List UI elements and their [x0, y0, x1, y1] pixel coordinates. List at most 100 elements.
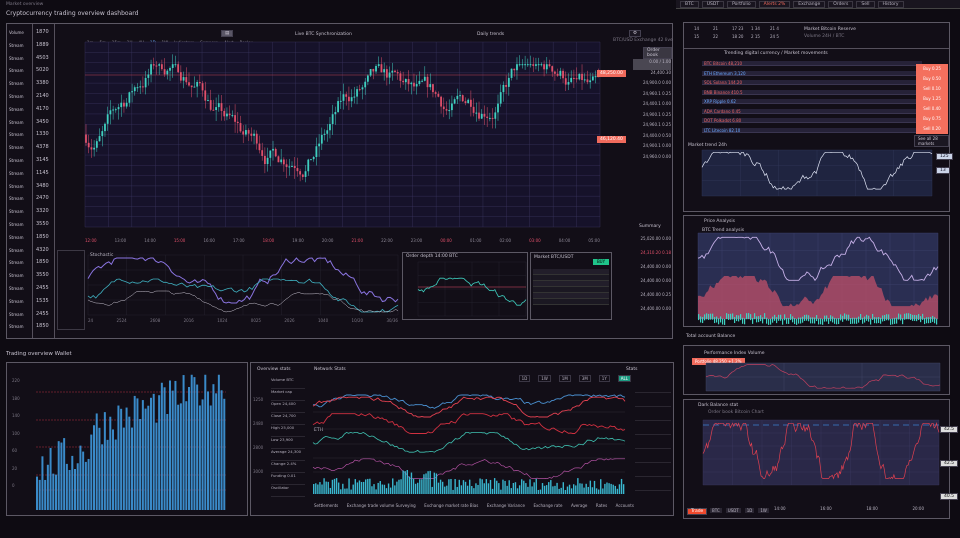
wallet-bar [198, 405, 201, 510]
volume-bar [404, 471, 406, 494]
right-list-item[interactable]: 24,900.1 0.25 [643, 111, 671, 117]
order-action[interactable]: Sell 0.10 [916, 84, 948, 94]
volume-bar [602, 488, 604, 494]
candle [174, 64, 177, 66]
order-action[interactable]: Buy 1.25 [916, 94, 948, 104]
candle [440, 96, 442, 107]
range-button[interactable]: 1W [538, 375, 551, 382]
left-label: Stream [9, 94, 24, 99]
order-action[interactable]: Buy 0.25 [916, 64, 948, 74]
range-button[interactable]: ALL [617, 375, 631, 382]
candle [469, 99, 472, 107]
market-row[interactable]: LTC Litecoin 82.10 [702, 127, 922, 133]
candle [591, 76, 594, 81]
market-row[interactable]: BTC Bitcoin 48,210 [702, 61, 922, 66]
y-label: 60 [12, 448, 18, 453]
market-row[interactable]: ETH Ethereum 3,120 [702, 70, 922, 76]
volume-bar [786, 317, 788, 324]
right-list-item[interactable]: 24,900.0 0.00 [643, 80, 671, 85]
candle [394, 70, 396, 73]
wallet-bar-chart[interactable] [36, 372, 226, 510]
see-all-button[interactable]: See all 28 markets [914, 135, 949, 147]
volume-bar [870, 318, 872, 325]
performance-line-chart[interactable] [705, 362, 941, 392]
range-button[interactable]: 1D [518, 375, 531, 382]
candle [410, 82, 413, 85]
top-tab[interactable]: Portfolio [727, 1, 756, 8]
balance-red-chart[interactable] [702, 419, 940, 486]
top-tab[interactable]: USDT [701, 1, 725, 8]
mini-row [533, 293, 609, 299]
volume-bar [838, 318, 840, 325]
footer-item[interactable]: 1W [758, 508, 769, 513]
market-row[interactable]: SOL Solana 144.20 [702, 80, 922, 85]
candle [152, 64, 155, 66]
top-tab[interactable]: Alerts 2% [758, 1, 791, 8]
order-action[interactable]: Sell 0.40 [916, 104, 948, 114]
wallet-bar [177, 404, 180, 510]
x-label: Exchange Variance [486, 503, 525, 508]
range-button[interactable]: 3M [578, 375, 591, 382]
wallet-title: Trading overview Wallet [6, 351, 72, 357]
footer-item[interactable]: BTC [710, 508, 722, 513]
candle [160, 64, 163, 70]
volume-bar [730, 313, 732, 320]
volume-bar [732, 313, 734, 320]
volume-bar [860, 314, 862, 321]
right-list-item[interactable]: 0.00 / 1.00 [633, 59, 671, 70]
depth-chart[interactable] [417, 261, 527, 317]
right-list-item[interactable]: 24,900.1 0.00 [643, 143, 671, 148]
wallet-bar [174, 380, 177, 510]
network-multi-line-chart[interactable] [312, 384, 626, 494]
footer-item[interactable]: 1D [744, 508, 755, 513]
right-list-item[interactable]: 24,960.1 0.25 [643, 90, 671, 96]
wallet-bar [171, 390, 174, 510]
candle [109, 110, 112, 115]
price-analysis-area-chart[interactable] [697, 232, 939, 325]
market-row[interactable]: XRP Ripple 0.62 [702, 99, 922, 104]
volume-bar [750, 314, 752, 321]
right-list-item[interactable]: 24,400.0 0.50 [643, 132, 671, 138]
range-button[interactable]: 1Y [598, 375, 610, 382]
market-row[interactable]: ADA Cardano 0.45 [702, 108, 922, 114]
side-title: Stats [626, 367, 638, 372]
candle [434, 92, 437, 94]
wallet-bar [182, 375, 185, 510]
volume-bar [475, 483, 477, 494]
top-tab[interactable]: BTC [680, 1, 699, 8]
right-list-item[interactable]: 24,400.1 0.00 [643, 101, 671, 106]
trade-button[interactable]: Trade [687, 508, 708, 515]
range-button[interactable]: 1M [558, 375, 571, 382]
market-trend-line-chart[interactable] [701, 149, 933, 197]
top-tab[interactable]: History [877, 1, 904, 8]
order-action[interactable]: Buy 0.50 [916, 74, 948, 84]
right-list-item[interactable]: 24,400.30 [650, 69, 671, 75]
top-tab[interactable]: Orders [828, 1, 854, 8]
candlestick-chart[interactable] [84, 41, 601, 228]
volume-bar [748, 313, 750, 320]
volume-bar [537, 489, 540, 494]
volume-bar [858, 316, 860, 323]
chart-type-button[interactable]: ▤ [221, 30, 234, 37]
market-row[interactable]: DOT Polkadot 6.80 [702, 118, 922, 123]
right-list-item[interactable]: 24,960.0 0.00 [643, 153, 671, 159]
volume-bar [850, 317, 852, 324]
order-action[interactable]: Sell 0.20 [916, 124, 948, 134]
volume-bar [535, 478, 537, 494]
right-list-item[interactable]: 24,960.1 0.25 [643, 122, 671, 127]
oscillator-chart[interactable] [87, 254, 399, 316]
x-label: 19:00 [292, 238, 304, 243]
candle [491, 117, 494, 119]
market-row[interactable]: BNB Binance 410.5 [702, 89, 922, 95]
candle [326, 130, 329, 134]
candle [459, 95, 461, 97]
order-book-button[interactable]: Order book [643, 47, 672, 59]
volume-bar [818, 318, 820, 325]
chart-settings-button[interactable]: ⚙ [629, 30, 642, 37]
top-tab[interactable]: Sell [856, 1, 875, 8]
top-tab[interactable]: Exchange [793, 1, 826, 8]
buy-button[interactable]: BUY [593, 259, 609, 265]
footer-item[interactable]: USDT [725, 508, 741, 513]
volume-bar [593, 480, 596, 494]
order-action[interactable]: Buy 0.75 [916, 114, 948, 124]
